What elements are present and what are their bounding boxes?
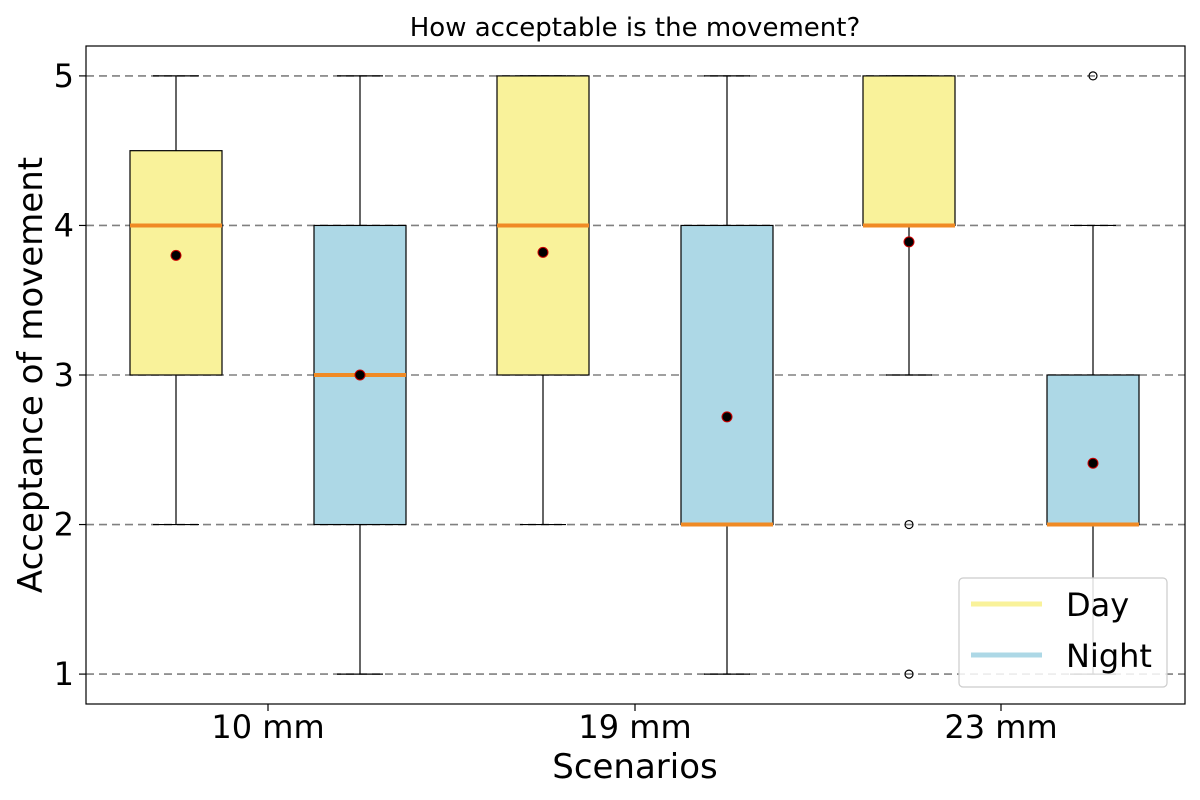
outlier-point-0: [904, 519, 914, 530]
box-day-2: [862, 75, 956, 679]
box-body: [1046, 374, 1140, 526]
y-tick-label-4: 4: [54, 206, 74, 244]
box-body: [129, 150, 223, 376]
box-night-0: [313, 75, 407, 675]
mean-marker: [1087, 457, 1099, 469]
mean-marker: [537, 246, 549, 258]
y-axis-label: Acceptance of movement: [11, 157, 51, 593]
mean-marker: [903, 236, 915, 248]
boxes-layer: [129, 71, 1140, 679]
outlier-point-0: [1088, 71, 1098, 81]
mean-marker: [354, 369, 366, 381]
x-tick-label-1: 19 mm: [578, 708, 691, 746]
box-body: [862, 75, 956, 227]
mean-marker: [170, 249, 182, 261]
y-tick-label-5: 5: [54, 57, 74, 95]
box-night-1: [680, 75, 774, 675]
box-day-1: [496, 75, 590, 526]
y-tick-label-2: 2: [54, 506, 74, 544]
x-axis-label: Scenarios: [552, 747, 718, 787]
x-tick-label-2: 23 mm: [944, 708, 1057, 746]
y-tick-label-1: 1: [54, 655, 74, 693]
y-tick-label-3: 3: [54, 356, 74, 394]
x-tick-label-0: 10 mm: [211, 708, 324, 746]
box-night-2: [1046, 71, 1140, 675]
mean-marker: [721, 411, 733, 423]
chart-title: How acceptable is the movement?: [410, 13, 861, 43]
outlier-point-1: [904, 669, 914, 679]
box-body: [680, 224, 774, 526]
x-axis-ticks: 10 mm 19 mm 23 mm: [211, 704, 1058, 746]
legend-label-night: Night: [1066, 637, 1152, 675]
y-axis-ticks: 1 2 3 4 5: [54, 57, 86, 693]
legend: Day Night: [958, 577, 1168, 688]
legend-label-day: Day: [1066, 586, 1129, 624]
box-day-0: [129, 75, 223, 526]
